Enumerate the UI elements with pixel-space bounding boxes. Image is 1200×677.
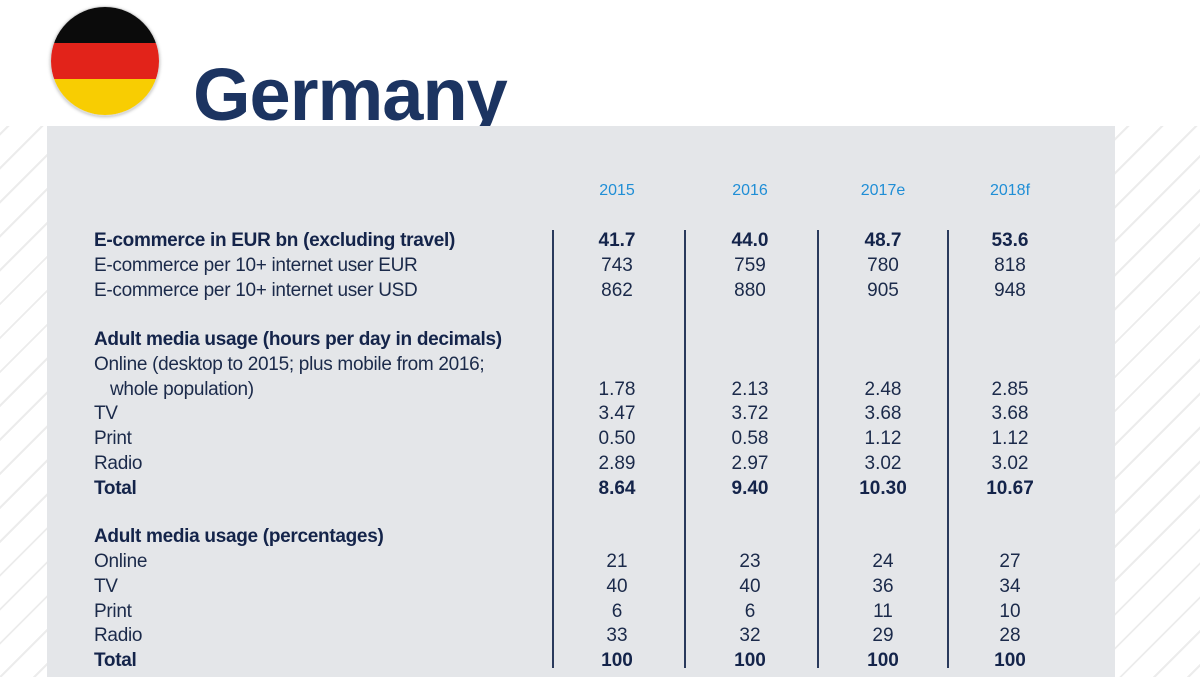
cell-value: 29 [872,625,894,646]
cell-value: 27 [999,551,1021,572]
cell-value: 10.30 [859,478,907,499]
cell-value: 100 [867,650,899,671]
cell-value: 36 [872,576,894,597]
cell-value: 10.67 [986,478,1034,499]
cell-value: 53.6 [991,230,1029,251]
cell-value: 44.0 [731,230,769,251]
section-heading: Adult media usage (percentages) [94,526,384,547]
row-label: Radio [94,625,143,646]
table-row: Radio 33 32 29 28 [47,623,1115,648]
cell-value: 880 [734,280,766,301]
column-divider [817,230,819,668]
column-divider [684,230,686,668]
flag-stripe-red [51,43,159,79]
year-header-2018f: 2018f [989,182,1031,199]
cell-value: 24 [872,551,894,572]
cell-value: 1.78 [598,379,636,400]
table-row: Print 0.50 0.58 1.12 1.12 [47,426,1115,451]
row-label: Print [94,601,132,622]
cell-value: 33 [606,625,628,646]
page-title: Germany [193,53,508,136]
germany-flag-icon [50,6,160,116]
row-label: E-commerce per 10+ internet user USD [94,280,418,301]
cell-value: 32 [739,625,761,646]
cell-value: 10 [999,601,1021,622]
year-header-2016: 2016 [732,182,768,199]
cell-value: 862 [601,280,633,301]
row-label: Total [94,650,137,671]
cell-value: 3.02 [991,453,1029,474]
cell-value: 2.48 [864,379,902,400]
cell-value: 23 [739,551,761,572]
cell-value: 3.68 [991,403,1029,424]
row-label: Online (desktop to 2015; plus mobile fro… [94,354,485,375]
year-header-2017e: 2017e [860,182,906,199]
row-label: Total [94,478,137,499]
cell-value: 780 [867,255,899,276]
header-background [0,0,1200,126]
table-row: TV 40 40 36 34 [47,574,1115,599]
cell-value: 759 [734,255,766,276]
column-divider [947,230,949,668]
cell-value: 818 [994,255,1026,276]
table-row: Radio 2.89 2.97 3.02 3.02 [47,451,1115,476]
cell-value: 743 [601,255,633,276]
cell-value: 8.64 [598,478,636,499]
cell-value: 34 [999,576,1021,597]
row-label: whole population) [110,379,254,400]
cell-value: 948 [994,280,1026,301]
cell-value: 1.12 [991,428,1029,449]
cell-value: 48.7 [864,230,902,251]
cell-value: 40 [606,576,628,597]
table-row: whole population) 1.78 2.13 2.48 2.85 [47,377,1115,402]
table-row: Online 21 23 24 27 [47,549,1115,574]
table-row: Print 6 6 11 10 [47,599,1115,624]
cell-value: 3.68 [864,403,902,424]
cell-value: 100 [734,650,766,671]
row-label: Print [94,428,132,449]
table-row: TV 3.47 3.72 3.68 3.68 [47,401,1115,426]
table-row: Online (desktop to 2015; plus mobile fro… [47,352,1115,377]
section-heading-row: Adult media usage (percentages) [47,524,1115,549]
cell-value: 40 [739,576,761,597]
cell-value: 3.47 [598,403,636,424]
cell-value: 2.97 [731,453,769,474]
cell-value: 1.12 [864,428,902,449]
cell-value: 100 [601,650,633,671]
cell-value: 21 [606,551,628,572]
cell-value: 0.58 [731,428,769,449]
table-row: E-commerce per 10+ internet user EUR 743… [47,253,1115,278]
total-row: Total 100 100 100 100 [47,648,1115,673]
total-row: Total 8.64 9.40 10.30 10.67 [47,476,1115,501]
row-label: E-commerce in EUR bn (excluding travel) [94,230,455,251]
row-label: TV [94,576,118,597]
cell-value: 41.7 [598,230,636,251]
table-row: E-commerce per 10+ internet user USD 862… [47,278,1115,303]
row-label: E-commerce per 10+ internet user EUR [94,255,418,276]
cell-value: 3.02 [864,453,902,474]
cell-value: 0.50 [598,428,636,449]
cell-value: 6 [744,601,756,622]
column-divider [552,230,554,668]
cell-value: 100 [994,650,1026,671]
cell-value: 2.85 [991,379,1029,400]
cell-value: 11 [873,601,893,622]
data-table-panel: 2015 2016 2017e 2018f E-commerce in EUR … [47,126,1115,677]
row-label: TV [94,403,118,424]
section-heading-row: Adult media usage (hours per day in deci… [47,327,1115,352]
table-row: E-commerce in EUR bn (excluding travel) … [47,228,1115,253]
cell-value: 28 [999,625,1021,646]
cell-value: 3.72 [731,403,769,424]
cell-value: 2.13 [731,379,769,400]
cell-value: 9.40 [731,478,769,499]
cell-value: 905 [867,280,899,301]
cell-value: 2.89 [598,453,636,474]
section-heading: Adult media usage (hours per day in deci… [94,329,502,350]
row-label: Online [94,551,148,572]
year-header-2015: 2015 [599,182,635,199]
row-label: Radio [94,453,143,474]
cell-value: 6 [611,601,623,622]
